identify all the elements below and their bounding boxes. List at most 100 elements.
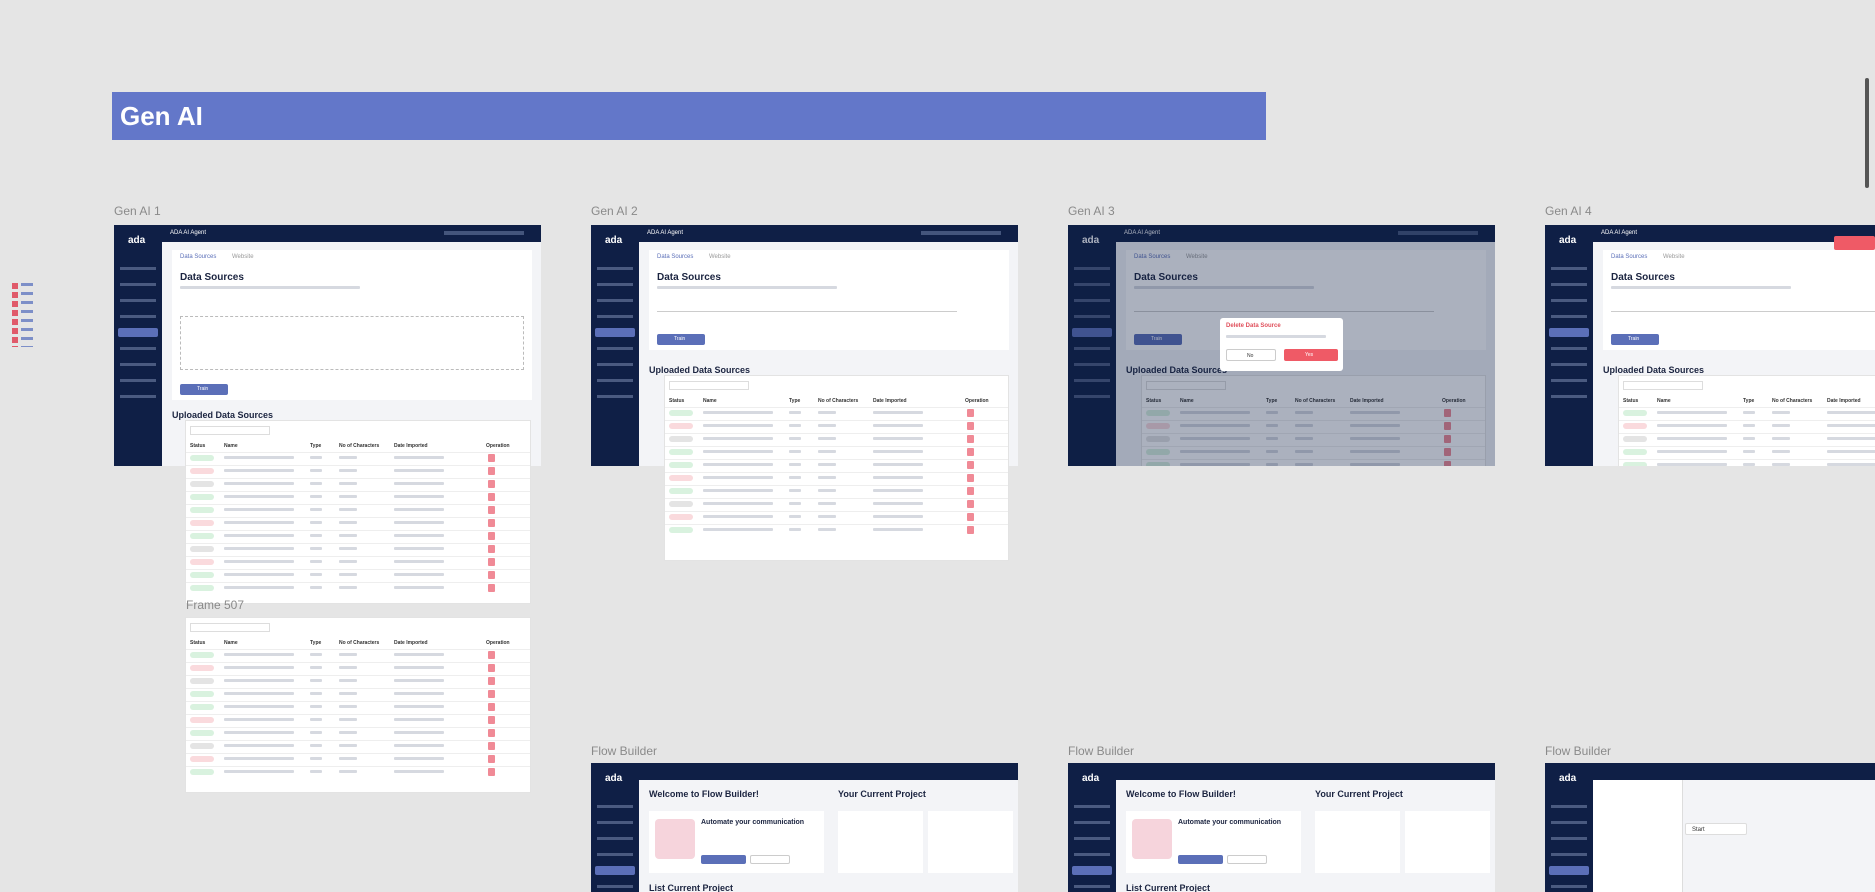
yes-button: Yes: [1284, 349, 1338, 361]
cell-name: [224, 692, 294, 695]
user-menu: [921, 231, 1001, 235]
status-pill: [190, 704, 214, 710]
delete-icon: [488, 480, 495, 488]
row-divider: [186, 504, 530, 505]
delete-icon: [967, 435, 974, 443]
delete-icon: [1444, 461, 1451, 466]
cell-date: [1350, 424, 1400, 427]
topbar: [1593, 225, 1875, 242]
delete-icon: [488, 729, 495, 737]
nav-item: [1074, 315, 1110, 318]
status-pill: [190, 730, 214, 736]
nav-active: [1072, 866, 1112, 875]
scrollbar: [1865, 78, 1869, 188]
frame: ada ADA AI Agent Data Sources Website Data S…: [114, 225, 541, 604]
delete-icon: [488, 493, 495, 501]
nav-active: [1549, 866, 1589, 875]
row-divider: [665, 472, 1008, 473]
row-divider: [186, 478, 530, 479]
cell-date: [873, 489, 923, 492]
delete-icon: [488, 558, 495, 566]
description: [657, 286, 837, 289]
topbar: [639, 225, 1018, 242]
row-divider: [665, 407, 1008, 408]
cell-type: [1266, 450, 1278, 453]
no-button: No: [1226, 349, 1276, 361]
status-pill: [190, 507, 214, 513]
cell-type: [310, 456, 322, 459]
status-pill: [1146, 436, 1170, 442]
cell-date: [394, 482, 444, 485]
welcome-heading: Welcome to Flow Builder!: [1126, 789, 1236, 799]
column-header: Date Imported: [394, 640, 428, 646]
cell-date: [873, 515, 923, 518]
cell-name: [703, 489, 773, 492]
cell-chars: [339, 495, 357, 498]
column-header: Date Imported: [394, 443, 428, 449]
cell-name: [224, 495, 294, 498]
row-divider: [186, 688, 530, 689]
logo: ada: [1559, 773, 1577, 784]
cell-chars: [339, 705, 357, 708]
project-heading: Your Current Project: [838, 789, 926, 799]
nav-item: [1074, 821, 1110, 824]
column-header: Type: [1743, 398, 1755, 404]
cell-date: [394, 469, 444, 472]
status-pill: [669, 475, 693, 481]
cell-date: [873, 424, 923, 427]
frame-label: Gen AI 1: [114, 204, 161, 218]
train-button: Train: [1611, 334, 1659, 345]
row-divider: [186, 727, 530, 728]
row-divider: [665, 446, 1008, 447]
column-header: Date Imported: [1827, 398, 1861, 404]
row-divider: [186, 649, 530, 650]
list-heading: List Current Project: [649, 883, 734, 892]
cell-chars: [1295, 450, 1313, 453]
cell-chars: [339, 731, 357, 734]
dropzone: [180, 316, 524, 370]
row-divider: [665, 459, 1008, 460]
cell-date: [394, 456, 444, 459]
cell-name: [703, 411, 773, 414]
cell-chars: [818, 476, 836, 479]
status-pill: [190, 665, 214, 671]
section-banner: Gen AI: [112, 92, 1266, 140]
project-card: [838, 811, 923, 873]
cell-type: [1743, 463, 1755, 466]
cell-type: [789, 450, 801, 453]
project-card: [1405, 811, 1490, 873]
row-divider: [186, 569, 530, 570]
cell-name: [224, 469, 294, 472]
cell-date: [394, 653, 444, 656]
logo: ada: [128, 235, 146, 246]
promo-card: Automate your communication: [1126, 811, 1301, 873]
tab: Data Sources: [1611, 254, 1648, 260]
icon-cluster: [12, 283, 36, 347]
row-divider: [665, 498, 1008, 499]
cell-type: [1266, 463, 1278, 466]
row-divider: [1142, 446, 1485, 447]
cell-chars: [339, 679, 357, 682]
row-divider: [665, 524, 1008, 525]
cell-chars: [339, 692, 357, 695]
nav-active: [118, 328, 158, 337]
delete-icon: [488, 664, 495, 672]
row-divider: [186, 740, 530, 741]
column-header: Operation: [965, 398, 989, 404]
cell-date: [873, 528, 923, 531]
train-button: Train: [657, 334, 705, 345]
row-divider: [186, 491, 530, 492]
nav-item: [597, 885, 633, 888]
cell-name: [703, 502, 773, 505]
cell-type: [310, 718, 322, 721]
cell-name: [224, 705, 294, 708]
cell-type: [310, 705, 322, 708]
cell-date: [394, 705, 444, 708]
cell-date: [394, 573, 444, 576]
delete-dialog: Delete Data Source No Yes: [1220, 318, 1343, 371]
tab: Data Sources: [657, 254, 694, 260]
cell-date: [394, 521, 444, 524]
nav-item: [1551, 379, 1587, 382]
data-table: Status Name Type No of Characters Date Impor…: [1141, 375, 1486, 466]
cell-chars: [339, 718, 357, 721]
